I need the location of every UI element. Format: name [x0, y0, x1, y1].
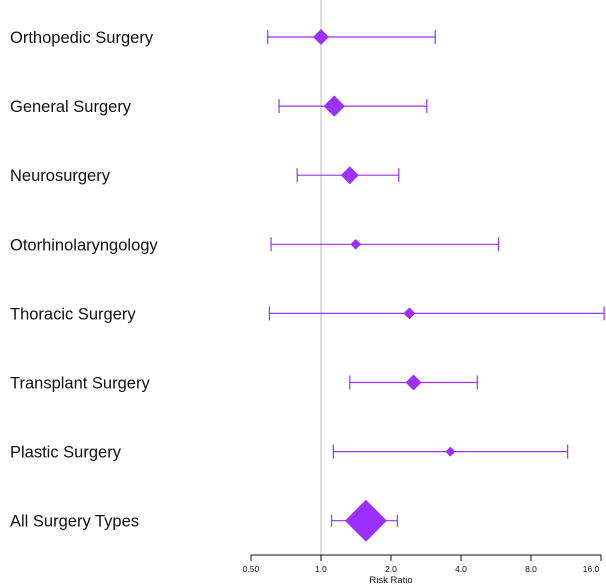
row-label: Orthopedic Surgery — [10, 29, 154, 47]
forest-row: Thoracic Surgery — [10, 305, 605, 323]
row-label: Transplant Surgery — [10, 375, 150, 393]
x-axis-title: Risk Ratio — [369, 575, 412, 586]
forest-row: Orthopedic Surgery — [10, 29, 436, 47]
x-tick-label: 8.0 — [525, 564, 537, 574]
row-label: Thoracic Surgery — [10, 305, 136, 323]
estimate-marker — [445, 446, 456, 457]
forest-row: Neurosurgery — [10, 166, 400, 185]
estimate-marker — [350, 239, 361, 250]
estimate-marker — [313, 29, 329, 45]
row-label: Plastic Surgery — [10, 444, 122, 462]
row-label: All Surgery Types — [10, 513, 139, 531]
x-tick-label: 4.0 — [455, 564, 467, 574]
forest-row: All Surgery Types — [10, 499, 398, 542]
x-tick-label: 2.0 — [385, 564, 397, 574]
estimate-marker — [323, 95, 345, 117]
estimate-marker — [405, 374, 422, 391]
row-label: General Surgery — [10, 98, 132, 116]
x-tick-label: 16.0 — [583, 564, 600, 574]
summary-diamond — [344, 499, 387, 542]
x-tick-label: 1.0 — [315, 564, 327, 574]
x-tick-label: 0.50 — [243, 564, 260, 574]
forest-row: Transplant Surgery — [10, 374, 478, 393]
forest-row: Plastic Surgery — [10, 444, 569, 462]
forest-row: General Surgery — [10, 95, 428, 117]
row-label: Otorhinolaryngology — [10, 236, 158, 254]
x-axis: 0.50 1.0 2.0 4.0 8.0 16.0 — [243, 554, 602, 574]
estimate-marker — [403, 307, 416, 320]
rows-layer: Orthopedic Surgery General Surgery Neurosu… — [10, 29, 605, 542]
estimate-marker — [340, 166, 359, 185]
row-label: Neurosurgery — [10, 167, 111, 185]
forest-row: Otorhinolaryngology — [10, 236, 500, 254]
